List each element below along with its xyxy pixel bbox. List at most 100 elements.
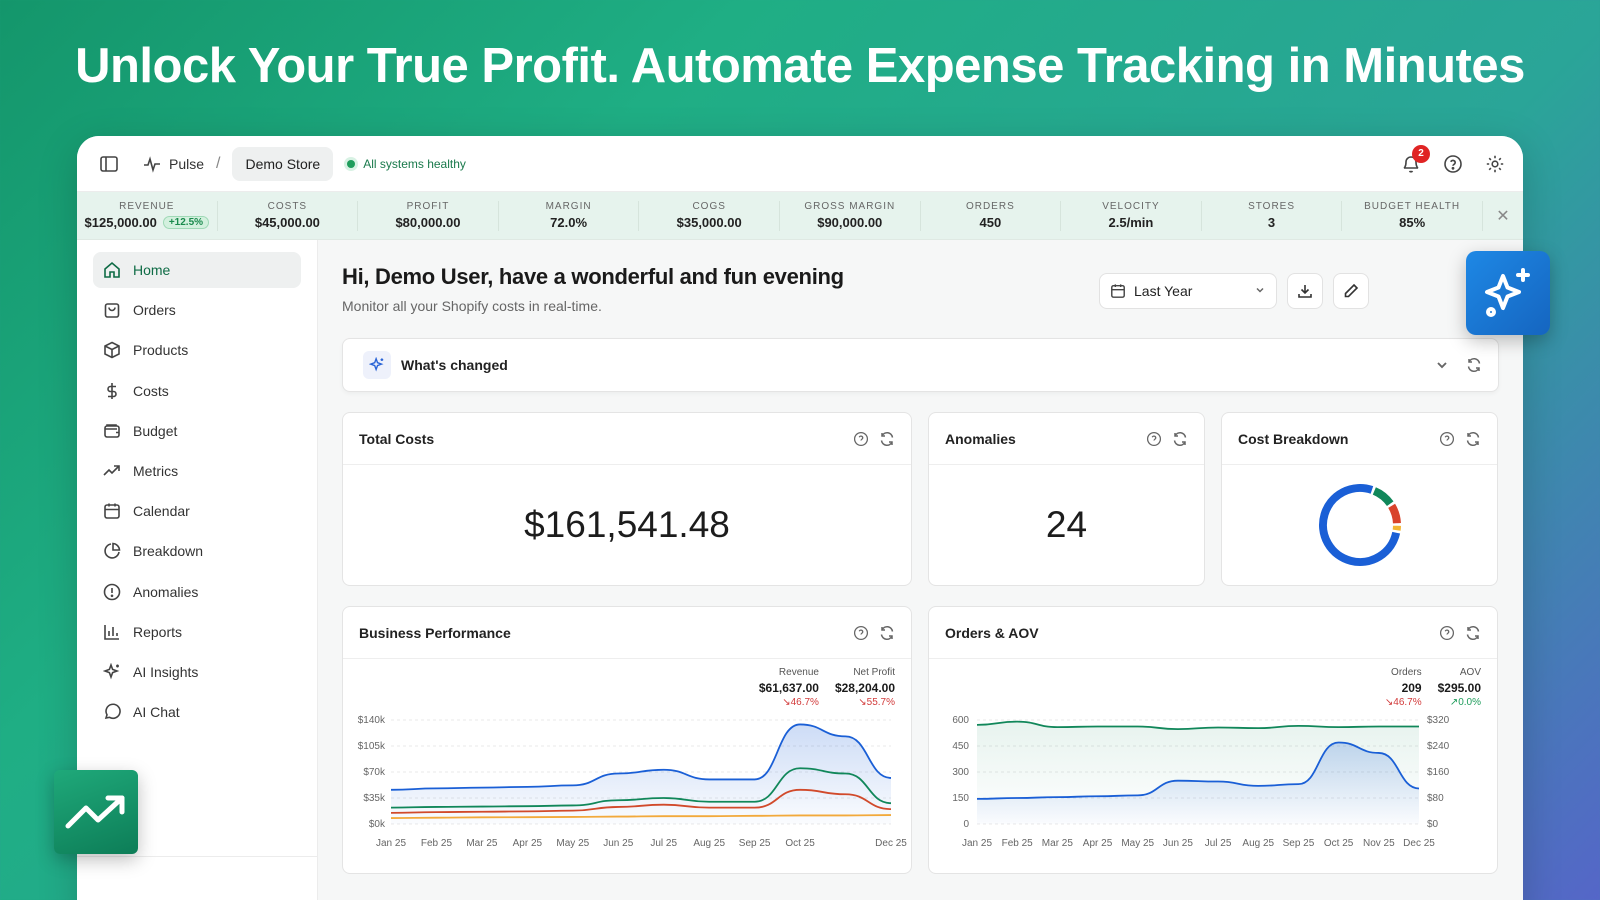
- whats-changed-panel[interactable]: What's changed: [342, 338, 1499, 392]
- date-range-value: Last Year: [1134, 283, 1193, 299]
- sidebar-item-home[interactable]: Home: [93, 252, 301, 288]
- chevron-down-icon[interactable]: [1434, 357, 1450, 373]
- metric-revenue: REVENUE $125,000.00 +12.5%: [77, 200, 218, 231]
- x-tick-label: Mar 25: [1042, 838, 1074, 849]
- help-icon[interactable]: [853, 625, 869, 641]
- metric-costs: COSTS $45,000.00: [218, 200, 359, 231]
- card-title: Total Costs: [359, 430, 435, 447]
- box-icon: [104, 341, 120, 359]
- refresh-icon[interactable]: [879, 431, 895, 447]
- chevron-down-icon: [1254, 283, 1266, 299]
- metrics-strip: REVENUE $125,000.00 +12.5% COSTS $45,000.…: [77, 192, 1523, 240]
- metric-value: 2.5/min: [1108, 215, 1154, 230]
- y-right-tick-label: $0: [1427, 819, 1439, 830]
- metric-label: ORDERS: [965, 201, 1015, 212]
- sidebar-item-products[interactable]: Products: [93, 332, 301, 368]
- sparkles-icon: [1485, 268, 1530, 317]
- x-tick-label: Nov 25: [1363, 838, 1395, 849]
- close-metrics-icon[interactable]: ✕: [1496, 207, 1510, 225]
- refresh-icon[interactable]: [1465, 625, 1481, 641]
- sidebar-item-budget[interactable]: Budget: [93, 413, 301, 449]
- refresh-icon[interactable]: [1465, 431, 1481, 447]
- whats-changed-label: What's changed: [401, 357, 508, 373]
- sidebar-item-label: Breakdown: [133, 543, 204, 560]
- series-line-3: [390, 814, 892, 819]
- orders-aov-card: Orders & AOV Orders 209 ↘46.7%: [928, 606, 1498, 874]
- series-line-2: [390, 788, 892, 814]
- x-tick-label: Jun 25: [1163, 838, 1193, 849]
- cost-breakdown-card: Cost Breakdown: [1221, 412, 1498, 586]
- edit-button[interactable]: [1333, 273, 1369, 309]
- y-left-tick-label: 150: [952, 793, 969, 804]
- app-name[interactable]: Pulse: [169, 155, 205, 172]
- metric-label: COGS: [692, 201, 726, 212]
- total-costs-card: Total Costs $161,541.48: [342, 412, 912, 586]
- metric-label: BUDGET HEALTH: [1364, 201, 1461, 212]
- shopping-bag-icon: [104, 303, 120, 318]
- help-icon[interactable]: [1443, 154, 1463, 174]
- store-selector[interactable]: Demo Store: [232, 146, 334, 181]
- business-performance-chart: $0k $35k $70k $105k $140k Jan 25 Feb 25 Mar 25 A…: [358, 715, 908, 849]
- legend-orders: Orders 209 ↘46.7%: [1385, 667, 1422, 708]
- sidebar-item-reports[interactable]: Reports: [93, 614, 301, 650]
- metric-label: PROFIT: [406, 201, 450, 212]
- date-range-select[interactable]: Last Year: [1099, 273, 1277, 309]
- activity-icon: [143, 155, 161, 173]
- metric-label: COSTS: [267, 201, 308, 212]
- sidebar-item-label: Home: [133, 262, 171, 278]
- calendar-icon: [1111, 284, 1125, 298]
- x-tick-label: Apr 25: [1083, 838, 1113, 849]
- system-status[interactable]: All systems healthy: [347, 157, 466, 171]
- sidebar-item-costs[interactable]: Costs: [93, 373, 301, 409]
- refresh-icon[interactable]: [1466, 357, 1482, 373]
- sidebar-item-calendar[interactable]: Calendar: [93, 493, 301, 529]
- sidebar-item-label: Costs: [133, 382, 169, 399]
- metric-value: 85%: [1399, 215, 1426, 230]
- metric-label: GROSS MARGIN: [804, 201, 896, 212]
- sidebar-toggle-icon[interactable]: [99, 154, 119, 174]
- y-tick-label: $140k: [358, 715, 386, 726]
- breadcrumb: Pulse / Demo Store: [143, 146, 334, 181]
- ai-assistant-button[interactable]: [1466, 251, 1550, 335]
- download-button[interactable]: [1287, 273, 1323, 309]
- x-tick-label: Oct 25: [785, 838, 815, 849]
- page-subtitle: Monitor all your Shopify costs in real-t…: [342, 298, 602, 314]
- pie-chart-icon: [104, 542, 121, 559]
- sidebar-item-orders[interactable]: Orders: [93, 292, 301, 328]
- metric-value: 450: [979, 215, 1002, 230]
- sidebar-item-metrics[interactable]: Metrics: [93, 453, 301, 489]
- status-text: All systems healthy: [363, 156, 466, 171]
- metric-label: STORES: [1248, 201, 1296, 212]
- settings-gear-icon[interactable]: [1485, 154, 1505, 174]
- help-icon[interactable]: [1439, 625, 1455, 641]
- help-icon[interactable]: [853, 431, 869, 447]
- legend-change: ↘46.7%: [1384, 697, 1422, 708]
- revenue-change-badge: +12.5%: [162, 216, 210, 229]
- anomalies-card: Anomalies 24: [928, 412, 1205, 586]
- aov-line: [976, 720, 1419, 731]
- y-left-tick-label: 450: [952, 741, 969, 752]
- help-icon[interactable]: [1146, 431, 1162, 447]
- refresh-icon[interactable]: [1172, 431, 1188, 447]
- card-title: Cost Breakdown: [1238, 430, 1349, 447]
- legend-value: $61,637.00: [758, 681, 819, 695]
- total-costs-value: $161,541.48: [524, 504, 730, 545]
- notifications-button[interactable]: 2: [1401, 144, 1430, 174]
- sidebar-item-anomalies[interactable]: Anomalies: [93, 574, 301, 610]
- sidebar-item-label: AI Chat: [133, 704, 180, 721]
- bar-chart-icon: [104, 624, 119, 640]
- sidebar-item-breakdown[interactable]: Breakdown: [93, 533, 301, 569]
- metric-orders: ORDERS 450: [921, 200, 1062, 231]
- sidebar-item-ai-insights[interactable]: AI Insights: [93, 654, 301, 690]
- metric-label: VELOCITY: [1102, 201, 1160, 212]
- help-icon[interactable]: [1439, 431, 1455, 447]
- metric-stores: STORES 3: [1202, 200, 1343, 231]
- metric-value: $90,000.00: [817, 215, 883, 230]
- hero-title: Unlock Your True Profit. Automate Expens…: [75, 39, 1525, 93]
- legend-value: $295.00: [1437, 681, 1481, 695]
- sidebar-item-label: Products: [133, 342, 189, 359]
- card-title: Orders & AOV: [945, 624, 1039, 641]
- sidebar-footer: [77, 856, 317, 900]
- sidebar-item-ai-chat[interactable]: AI Chat: [93, 694, 301, 730]
- refresh-icon[interactable]: [879, 625, 895, 641]
